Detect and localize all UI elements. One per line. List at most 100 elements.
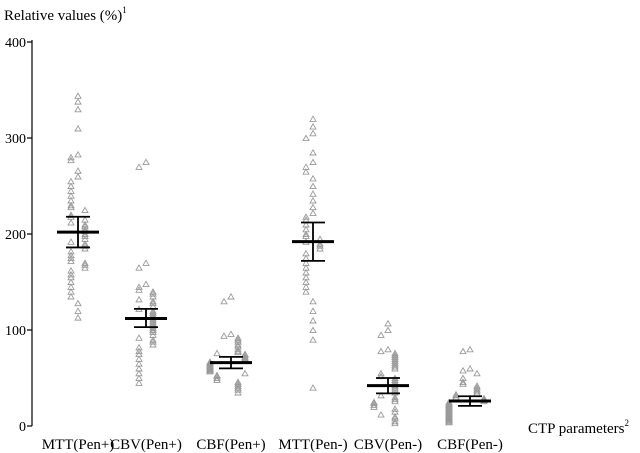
- data-point: [149, 340, 157, 348]
- data-point: [302, 134, 310, 142]
- data-point: [74, 98, 82, 105]
- data-point: [213, 349, 221, 357]
- data-point: [234, 388, 242, 396]
- data-point: [227, 292, 235, 300]
- data-point: [466, 364, 474, 372]
- data-point: [377, 369, 385, 377]
- data-point: [206, 365, 214, 373]
- data-point: [309, 336, 317, 343]
- x-axis-title-text: CTP parameters: [528, 421, 625, 437]
- data-point: [445, 416, 453, 424]
- data-point: [452, 391, 460, 399]
- data-point: [135, 163, 143, 170]
- data-point: [67, 292, 75, 300]
- data-point: [241, 353, 249, 360]
- data-point: [67, 247, 75, 255]
- data-point: [473, 387, 481, 395]
- data-point: [309, 326, 317, 334]
- data-point: [74, 307, 82, 314]
- data-point: [377, 347, 385, 355]
- data-point: [309, 190, 317, 197]
- data-point: [391, 393, 399, 401]
- data-point: [309, 174, 317, 182]
- data-point: [135, 283, 143, 290]
- x-axis-title-superscript: 2: [625, 418, 630, 428]
- data-point: [309, 115, 317, 122]
- data-point: [241, 354, 249, 361]
- data-point: [302, 168, 310, 175]
- data-point: [74, 105, 82, 113]
- category-label: CBV(Pen-): [354, 437, 422, 453]
- data-point: [149, 328, 157, 335]
- data-point: [74, 172, 82, 180]
- data-point: [309, 122, 317, 130]
- data-point: [67, 238, 75, 245]
- data-point: [74, 299, 82, 307]
- y-tick-label: 200: [5, 228, 26, 243]
- data-point: [206, 364, 214, 372]
- data-point: [135, 264, 143, 271]
- data-point: [234, 334, 242, 341]
- data-point: [135, 286, 143, 293]
- data-point: [67, 257, 75, 264]
- data-point: [135, 347, 143, 355]
- data-point: [149, 299, 157, 307]
- data-point: [309, 129, 317, 137]
- mean-markers: [57, 215, 491, 407]
- data-point: [445, 417, 453, 425]
- y-tick-label: 100: [5, 324, 26, 339]
- data-point: [302, 288, 310, 295]
- category-label: CBF(Pen-): [437, 437, 503, 453]
- data-point: [149, 324, 157, 332]
- data-point: [316, 244, 324, 252]
- data-point: [391, 419, 399, 427]
- data-point: [135, 343, 143, 351]
- category-label: MTT(Pen+): [42, 437, 115, 453]
- data-point: [81, 206, 89, 214]
- data-point: [67, 254, 75, 262]
- data-point: [459, 380, 467, 387]
- data-point: [81, 264, 89, 271]
- data-point: [391, 397, 399, 405]
- data-point: [316, 242, 324, 249]
- category-label: CBF(Pen+): [196, 437, 265, 453]
- data-point: [220, 332, 228, 339]
- data-point: [81, 244, 89, 252]
- data-point: [67, 153, 75, 161]
- data-point: [67, 156, 75, 164]
- data-point: [445, 415, 453, 423]
- y-axis-title-superscript: 1: [122, 5, 127, 15]
- data-point: [213, 374, 221, 382]
- data-point: [227, 330, 235, 337]
- data-point: [459, 378, 467, 385]
- data-points: [67, 92, 488, 427]
- x-axis-title: CTP parameters2: [528, 418, 629, 437]
- data-point: [370, 403, 378, 410]
- data-point: [67, 203, 75, 211]
- data-point: [309, 209, 317, 216]
- data-point: [74, 314, 82, 321]
- data-point: [213, 372, 221, 380]
- data-point: [234, 348, 242, 356]
- data-point: [377, 331, 385, 338]
- data-point: [74, 150, 82, 158]
- data-point: [391, 386, 399, 393]
- data-point: [309, 307, 317, 314]
- data-point: [149, 338, 157, 345]
- data-point: [452, 390, 460, 398]
- data-point: [135, 295, 143, 303]
- data-point: [391, 417, 399, 425]
- data-point: [309, 158, 317, 166]
- data-point: [384, 345, 392, 353]
- data-point: [309, 297, 317, 305]
- data-point: [384, 326, 392, 334]
- category-label: MTT(Pen-): [278, 437, 347, 453]
- data-point: [459, 347, 467, 355]
- y-axis-title: Relative values (%)1: [4, 5, 127, 24]
- data-point: [459, 366, 467, 374]
- data-point: [234, 382, 242, 389]
- data-point: [370, 401, 378, 408]
- data-point: [309, 182, 317, 190]
- data-point: [74, 124, 82, 132]
